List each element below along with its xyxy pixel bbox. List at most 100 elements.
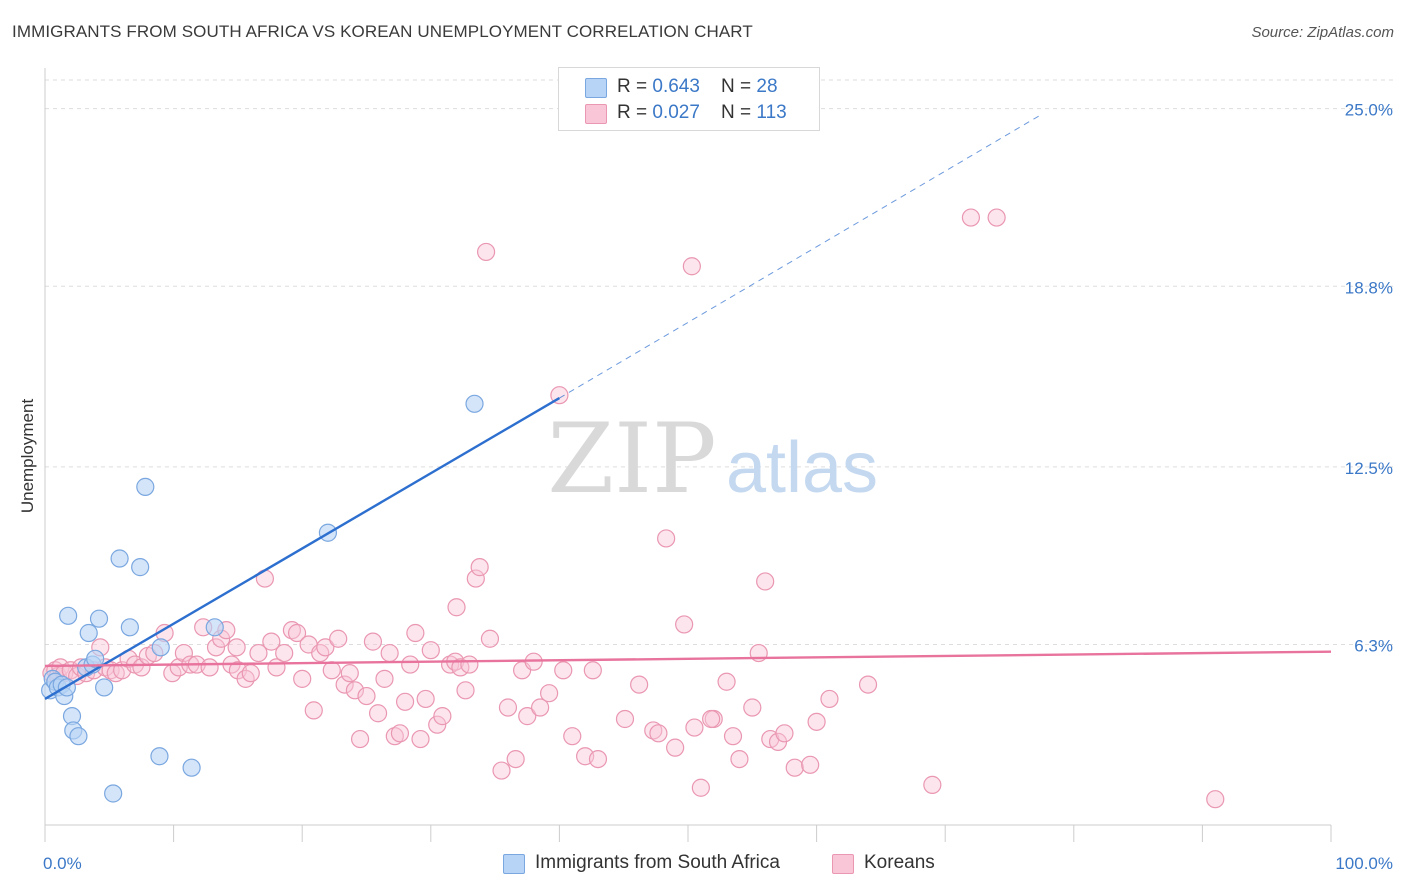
- korean-point: [644, 721, 663, 740]
- x-tick-label: 0.0%: [43, 854, 82, 873]
- chart-title: IMMIGRANTS FROM SOUTH AFRICA VS KOREAN U…: [12, 22, 753, 41]
- korean-point: [345, 681, 365, 700]
- korean-point: [433, 707, 452, 726]
- korean-point: [293, 669, 312, 688]
- korean-point: [775, 724, 794, 743]
- south-africa-point: [95, 678, 114, 697]
- korean-point: [518, 707, 537, 726]
- korean-point: [460, 655, 479, 674]
- south-africa-point: [120, 618, 139, 637]
- korean-point: [717, 672, 736, 691]
- korean-point: [447, 598, 466, 617]
- korean-point: [322, 661, 341, 680]
- south-africa-point: [150, 747, 169, 766]
- south-africa-point: [465, 394, 484, 413]
- korean-point: [406, 623, 425, 643]
- korean-point: [390, 724, 410, 743]
- korean-point: [630, 675, 649, 694]
- korean-point: [615, 709, 635, 729]
- korean-point: [340, 664, 359, 683]
- korean-point: [363, 632, 383, 651]
- korean-point: [1206, 790, 1225, 809]
- korean-point: [756, 572, 775, 591]
- south-africa-point: [59, 606, 78, 625]
- korean-point: [421, 641, 440, 660]
- korean-point: [357, 686, 376, 706]
- korean-point: [987, 208, 1006, 227]
- korean-point: [395, 692, 415, 711]
- korean-point: [820, 689, 839, 709]
- y-tick-label: 6.3%: [1354, 636, 1393, 655]
- korean-point: [329, 629, 348, 648]
- south-africa-point: [205, 618, 224, 637]
- korean-point: [368, 704, 388, 723]
- korean-point: [666, 738, 685, 757]
- legend-swatch-koreans: [585, 104, 607, 124]
- r-value: 0.643: [652, 76, 700, 97]
- korean-point: [174, 643, 193, 663]
- korean-point: [411, 729, 430, 749]
- korean-point: [206, 638, 226, 657]
- korean-point: [380, 643, 399, 663]
- korean-point: [227, 638, 246, 657]
- korean-point: [588, 749, 608, 769]
- n-label: N =: [721, 76, 757, 97]
- korean-point: [540, 684, 559, 703]
- watermark-zip: ZIP: [547, 403, 716, 515]
- korean-point: [675, 615, 694, 634]
- y-tick-label: 18.8%: [1345, 278, 1393, 297]
- n-value: 28: [756, 76, 778, 97]
- source-label: Source: ZipAtlas.com: [1251, 24, 1394, 41]
- korean-point: [682, 257, 701, 276]
- korean-point: [702, 709, 721, 729]
- korean-point: [554, 661, 573, 680]
- korean-point: [583, 661, 602, 680]
- legend-label-south-africa: Immigrants from South Africa: [535, 852, 780, 873]
- korean-point: [723, 727, 743, 746]
- south-africa-point: [110, 549, 129, 568]
- south-africa-point: [69, 727, 88, 746]
- trend-lines: [44, 113, 1332, 700]
- korean-point: [416, 689, 435, 709]
- korean-point: [691, 778, 710, 797]
- correlation-legend: R = 0.643 N = 28 R = 0.027 N = 113: [558, 67, 820, 131]
- legend-label-koreans: Koreans: [864, 852, 935, 873]
- korean-point: [241, 664, 260, 683]
- korean-point: [275, 643, 294, 663]
- korean-point: [401, 655, 420, 674]
- korean-point: [316, 638, 335, 657]
- r-value: 0.027: [652, 102, 700, 123]
- south-africa-point: [86, 649, 105, 668]
- korean-point: [506, 749, 525, 769]
- korean-point: [743, 698, 762, 717]
- korean-point: [858, 675, 878, 694]
- x-tick-label: 100.0%: [1335, 854, 1393, 873]
- south-africa-point: [104, 784, 123, 803]
- korean-point: [563, 727, 582, 746]
- korean-point: [282, 621, 302, 640]
- korean-point: [807, 712, 826, 731]
- south-africa-point: [131, 558, 150, 577]
- korean-point: [685, 718, 704, 737]
- korean-point: [923, 775, 942, 794]
- korean-point: [132, 658, 151, 677]
- korean-point: [262, 632, 281, 651]
- korean-point: [169, 658, 188, 677]
- korean-point: [200, 658, 219, 677]
- y-tick-label: 25.0%: [1345, 101, 1393, 120]
- south-africa-trend-extension: [559, 113, 1042, 399]
- south-africa-point: [182, 758, 201, 777]
- y-axis-label: Unemployment: [18, 398, 37, 514]
- korean-point: [287, 623, 307, 643]
- korean-point: [785, 758, 804, 777]
- korean-point: [961, 208, 981, 227]
- y-tick-label: 12.5%: [1345, 459, 1393, 478]
- r-label: R =: [617, 76, 653, 97]
- south-africa-point: [136, 477, 155, 496]
- korean-point: [249, 643, 268, 663]
- legend-swatch-koreans: [832, 854, 854, 874]
- korean-point: [730, 749, 749, 769]
- korean-point: [531, 698, 550, 717]
- korean-trend-line: [44, 650, 1332, 668]
